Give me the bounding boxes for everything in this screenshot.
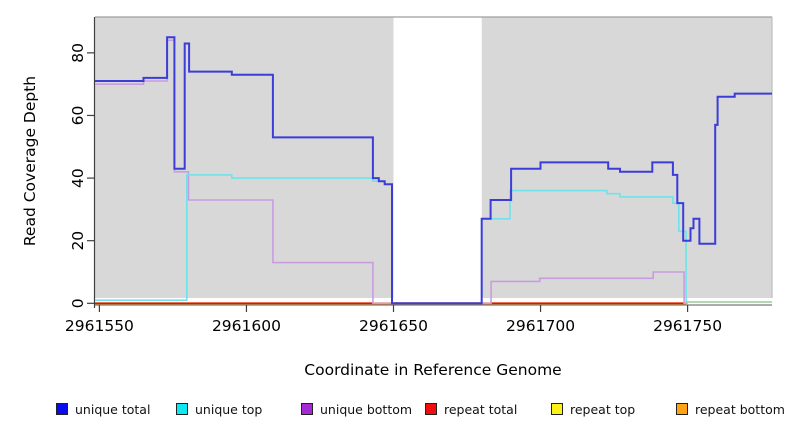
- panel-background: [95, 16, 773, 298]
- legend-swatch-unique-total: [56, 403, 68, 415]
- legend-label-unique-bottom: unique bottom: [320, 401, 413, 417]
- svg-text:80: 80: [69, 43, 87, 63]
- legend-item-unique-total: unique total: [56, 401, 150, 417]
- y-axis-title: Read Coverage Depth: [21, 75, 39, 247]
- svg-text:2961750: 2961750: [653, 317, 722, 335]
- legend-label-repeat-top: repeat top: [570, 401, 636, 417]
- legend-label-repeat-total: repeat total: [444, 401, 518, 417]
- legend-item-repeat-total: repeat total: [425, 401, 517, 417]
- svg-text:40: 40: [69, 168, 87, 188]
- legend-label-unique-top: unique top: [195, 401, 263, 417]
- svg-text:2961550: 2961550: [65, 317, 134, 335]
- legend-swatch-unique-bottom: [301, 403, 313, 415]
- x-axis-title: Coordinate in Reference Genome: [304, 361, 562, 379]
- legend-item-repeat-bottom: repeat bottom: [676, 401, 785, 417]
- legend-item-unique-top: unique top: [176, 401, 262, 417]
- legend-label-unique-total: unique total: [75, 401, 151, 417]
- legend-item-unique-bottom: unique bottom: [301, 401, 412, 417]
- legend-swatch-repeat-top: [551, 403, 563, 415]
- legend-swatch-repeat-bottom: [676, 403, 688, 415]
- legend-label-repeat-bottom: repeat bottom: [695, 401, 785, 417]
- legend-item-repeat-top: repeat top: [551, 401, 635, 417]
- legend-swatch-unique-top: [176, 403, 188, 415]
- legend-swatch-repeat-total: [425, 403, 437, 415]
- series-unique-total-line: [95, 36, 772, 305]
- svg-text:2961700: 2961700: [506, 317, 575, 335]
- svg-text:60: 60: [69, 106, 87, 126]
- svg-text:2961650: 2961650: [359, 317, 428, 335]
- svg-text:0: 0: [69, 298, 87, 308]
- svg-text:20: 20: [69, 231, 87, 251]
- svg-text:2961600: 2961600: [212, 317, 281, 335]
- axes: 2961550 2961600 2961650 2961700 2961750 0 20 40…: [65, 17, 772, 335]
